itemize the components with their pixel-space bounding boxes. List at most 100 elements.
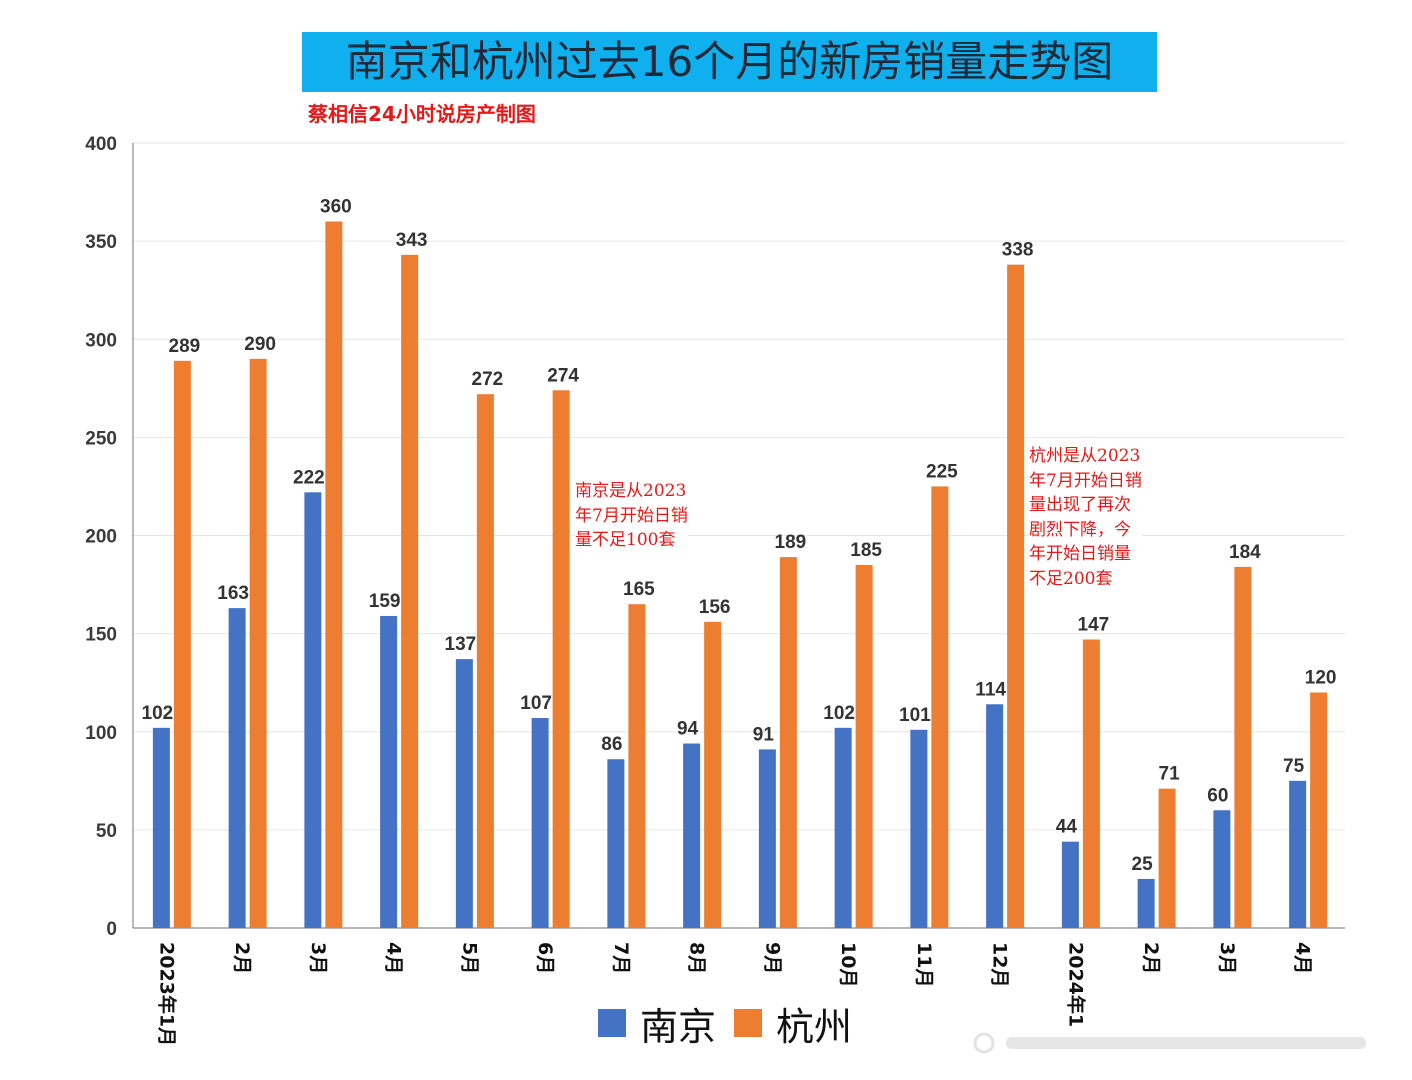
bar-nanjing bbox=[152, 727, 170, 928]
bar-nanjing bbox=[380, 615, 398, 928]
x-tick-label: 2024年1 bbox=[1064, 942, 1087, 1027]
x-axis-labels: 2023年1月 2月 3月 4月 5月 6月 7月 8月 9月 10月 11月 12月 2024年1 2月… bbox=[155, 942, 1313, 1046]
data-label: 75 bbox=[1283, 756, 1305, 777]
bar-hangzhou bbox=[704, 621, 722, 928]
data-label: 290 bbox=[244, 334, 276, 355]
x-tick-label: 2023年1月 bbox=[155, 942, 178, 1046]
x-tick-label: 4月 bbox=[1292, 942, 1314, 974]
y-tick-label: 400 bbox=[85, 134, 117, 155]
bar-hangzhou bbox=[325, 221, 343, 928]
data-label: 184 bbox=[1229, 542, 1261, 563]
x-tick-label: 2月 bbox=[1140, 942, 1162, 974]
x-tick-label: 7月 bbox=[610, 942, 632, 974]
bar-hangzhou bbox=[401, 254, 419, 929]
hangzhou-annotation: 杭州是从2023 年7月开始日销 量出现了再次 剧烈下降，今 年开始日销量 不足… bbox=[1029, 444, 1142, 591]
bar-nanjing bbox=[304, 492, 322, 928]
data-label: 289 bbox=[169, 336, 201, 357]
bar-hangzhou bbox=[476, 394, 494, 928]
legend: 南京 杭州 bbox=[598, 998, 870, 1049]
data-label: 107 bbox=[520, 693, 552, 714]
legend-label-hangzhou: 杭州 bbox=[776, 1004, 853, 1049]
bar-hangzhou bbox=[173, 360, 191, 928]
data-label: 189 bbox=[775, 532, 807, 553]
data-label: 343 bbox=[396, 230, 428, 251]
x-tick-label: 8月 bbox=[686, 942, 708, 974]
bar-nanjing bbox=[1061, 841, 1079, 928]
data-label: 274 bbox=[547, 365, 579, 386]
legend-swatch-nanjing bbox=[598, 1009, 626, 1037]
y-tick-label: 200 bbox=[85, 527, 117, 548]
data-label: 25 bbox=[1132, 854, 1154, 875]
data-label: 120 bbox=[1305, 668, 1337, 689]
chart-title: 南京和杭州过去16个月的新房销量走势图 bbox=[345, 37, 1114, 86]
bar-nanjing bbox=[1213, 810, 1231, 928]
bar-hangzhou bbox=[249, 358, 267, 928]
data-label: 163 bbox=[217, 583, 249, 604]
bar-hangzhou bbox=[1310, 692, 1328, 928]
bar-nanjing bbox=[834, 727, 852, 928]
bar-hangzhou bbox=[1007, 264, 1025, 928]
data-label: 102 bbox=[142, 703, 174, 724]
bar-nanjing bbox=[683, 743, 701, 928]
data-label: 137 bbox=[445, 634, 477, 655]
bar-nanjing bbox=[228, 608, 246, 928]
bar-nanjing bbox=[1289, 780, 1307, 928]
bar-nanjing bbox=[758, 749, 776, 928]
legend-swatch-hangzhou bbox=[734, 1009, 763, 1037]
data-label: 147 bbox=[1078, 615, 1110, 636]
y-tick-label: 350 bbox=[85, 232, 117, 253]
data-label: 60 bbox=[1207, 785, 1228, 806]
x-tick-label: 4月 bbox=[383, 942, 405, 974]
bar-hangzhou bbox=[1158, 788, 1176, 928]
x-tick-label: 6月 bbox=[534, 942, 556, 974]
y-tick-label: 250 bbox=[85, 428, 117, 449]
annotation-text: 杭州是从2023 年7月开始日销 量出现了再次 剧烈下降，今 年开始日销量 不足… bbox=[1029, 446, 1142, 589]
bar-nanjing bbox=[531, 718, 549, 928]
bar-nanjing bbox=[1137, 878, 1155, 928]
x-tick-label: 2月 bbox=[231, 942, 253, 974]
watermark bbox=[973, 1032, 1366, 1054]
bar-hangzhou bbox=[931, 486, 949, 928]
bar-hangzhou bbox=[855, 564, 873, 928]
annotation-text: 南京是从2023 年7月开始日销 量不足100套 bbox=[575, 481, 688, 550]
data-label: 101 bbox=[899, 705, 931, 726]
x-tick-label: 11月 bbox=[913, 942, 935, 987]
y-tick-label: 50 bbox=[96, 821, 117, 842]
data-label: 360 bbox=[320, 197, 352, 218]
data-label: 71 bbox=[1159, 764, 1181, 785]
bar-hangzhou bbox=[1082, 639, 1100, 928]
chart-subtitle: 蔡相信24小时说房产制图 bbox=[308, 102, 536, 126]
data-label: 338 bbox=[1002, 240, 1034, 261]
data-label: 165 bbox=[623, 579, 655, 600]
bar-nanjing bbox=[986, 704, 1004, 928]
data-label: 159 bbox=[369, 591, 401, 612]
bar-hangzhou bbox=[628, 604, 646, 928]
data-label: 44 bbox=[1056, 817, 1078, 838]
data-labels: 102 289 163 290 222 360 159 343 137 272 107 274 86 16… bbox=[142, 197, 1337, 875]
data-label: 91 bbox=[753, 724, 775, 745]
data-label: 114 bbox=[975, 679, 1006, 700]
bar-nanjing bbox=[607, 759, 625, 928]
y-tick-label: 100 bbox=[85, 723, 117, 744]
title-banner: 南京和杭州过去16个月的新房销量走势图 bbox=[302, 32, 1157, 92]
y-tick-label: 150 bbox=[85, 625, 117, 646]
x-tick-label: 3月 bbox=[307, 942, 329, 974]
x-tick-label: 9月 bbox=[761, 942, 783, 974]
bar-hangzhou bbox=[1234, 566, 1252, 928]
bar-nanjing bbox=[910, 729, 928, 928]
x-tick-label: 3月 bbox=[1216, 942, 1238, 974]
data-label: 86 bbox=[601, 734, 622, 755]
x-tick-label: 5月 bbox=[458, 942, 480, 974]
data-label: 156 bbox=[699, 597, 731, 618]
x-tick-label: 12月 bbox=[989, 942, 1011, 987]
bars bbox=[152, 221, 1328, 929]
legend-label-nanjing: 南京 bbox=[640, 1004, 717, 1049]
data-label: 185 bbox=[850, 540, 882, 561]
y-tick-label: 300 bbox=[85, 330, 117, 351]
nanjing-annotation: 南京是从2023 年7月开始日销 量不足100套 bbox=[575, 479, 688, 553]
data-label: 225 bbox=[926, 461, 958, 482]
data-label: 102 bbox=[823, 703, 855, 724]
data-label: 222 bbox=[293, 467, 325, 488]
bar-hangzhou bbox=[552, 390, 570, 928]
data-label: 272 bbox=[472, 369, 504, 390]
